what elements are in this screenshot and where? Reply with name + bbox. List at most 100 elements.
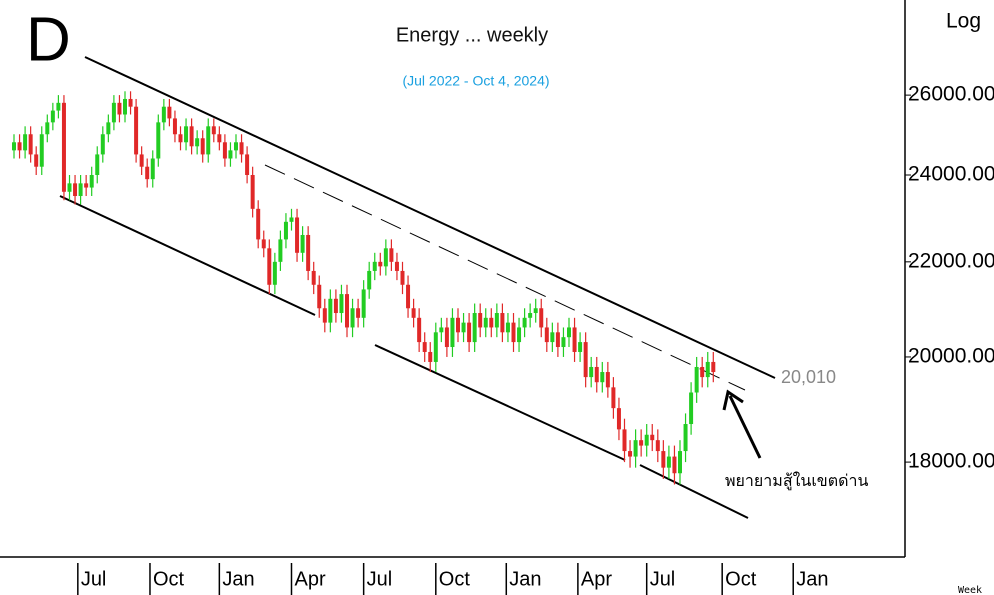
x-tick-label: Jul	[650, 568, 676, 590]
candle-body	[189, 126, 194, 147]
candle-body	[178, 134, 183, 143]
candle-body	[100, 134, 105, 155]
candle-body	[367, 270, 372, 290]
candle-body	[234, 142, 238, 151]
x-tick-label: Oct	[725, 568, 757, 590]
candle-body	[605, 372, 610, 388]
candle-body	[272, 261, 277, 285]
candle-body	[222, 142, 227, 159]
candle-body	[261, 239, 266, 249]
candle-body	[494, 313, 499, 328]
candle-body	[139, 154, 144, 167]
candle-body	[383, 248, 388, 267]
candle-body	[544, 327, 549, 343]
x-tick-label: Oct	[439, 568, 471, 590]
candle-body	[306, 234, 311, 271]
y-tick-label: 18000.00	[908, 450, 994, 473]
candle-body	[339, 294, 344, 314]
candle-body	[394, 261, 399, 271]
x-tick-label: Jan	[222, 568, 254, 590]
candle-body	[439, 327, 444, 333]
candle-body	[150, 158, 155, 180]
candle-body	[655, 440, 660, 452]
candle-body	[561, 337, 566, 348]
candle-body	[328, 298, 333, 323]
candle-body	[578, 342, 583, 352]
candle-body	[356, 308, 361, 318]
lower-channel	[59, 195, 316, 316]
candle-body	[572, 327, 577, 352]
candle-body	[639, 440, 644, 446]
upper-channel	[84, 56, 776, 379]
candle-body	[483, 317, 488, 328]
candle-body	[689, 392, 694, 425]
candle-body	[478, 313, 483, 328]
candle-body	[683, 424, 688, 452]
chart-title: Energy ... weekly	[396, 24, 548, 46]
candle-body	[295, 217, 300, 253]
x-tick-label: Apr	[581, 568, 612, 590]
candle-body	[500, 313, 505, 333]
candle-body	[117, 102, 122, 115]
candle-body	[39, 134, 44, 167]
candle-body	[239, 142, 244, 155]
candle-body	[156, 122, 161, 159]
candle-body	[128, 98, 133, 107]
candle-body	[666, 456, 671, 468]
candle-body	[333, 298, 338, 314]
trend-lines	[59, 56, 776, 519]
candle-body	[661, 451, 666, 468]
candle-body	[433, 332, 438, 362]
candle-body	[34, 154, 39, 167]
lower-channel	[374, 344, 626, 461]
x-tick-label: Jul	[81, 568, 107, 590]
candle-body	[84, 183, 89, 188]
candle-body	[211, 126, 216, 135]
y-tick-label: 26000.00	[908, 83, 994, 106]
candle-body	[505, 322, 510, 333]
candle-body	[700, 366, 705, 378]
x-tick-label: Apr	[295, 568, 326, 590]
candle-body	[705, 361, 710, 378]
candle-body	[23, 134, 28, 151]
x-tick-label: Jan	[509, 568, 541, 590]
candle-body	[622, 429, 627, 452]
candle-body	[417, 317, 422, 343]
arrow-head	[722, 389, 744, 411]
candle-body	[134, 106, 139, 155]
candle-body	[400, 270, 405, 285]
candle-body	[550, 332, 555, 343]
candle-body	[711, 361, 716, 373]
x-tick-label: Jan	[796, 568, 828, 590]
candle-body	[594, 366, 599, 383]
candle-body	[539, 308, 544, 328]
candle-body	[522, 317, 527, 328]
candle-body	[283, 221, 288, 240]
candle-body	[184, 126, 189, 143]
candle-body	[372, 261, 377, 271]
candle-body	[317, 284, 322, 309]
badge: D	[26, 5, 71, 74]
candle-body	[422, 342, 427, 352]
candle-body	[56, 102, 61, 111]
level-label: 20,010	[781, 367, 836, 387]
candle-body	[650, 434, 655, 441]
candle-body	[528, 313, 533, 318]
candle-body	[611, 387, 616, 409]
candle-body	[28, 134, 33, 155]
candle-body	[12, 142, 16, 151]
candle-body	[145, 166, 150, 180]
candle-body	[167, 106, 172, 119]
arrow-shaft	[728, 395, 762, 459]
candle-body	[511, 322, 516, 343]
candle-body	[345, 294, 349, 328]
y-tick-label: 22000.00	[908, 249, 994, 272]
candle-body	[450, 317, 455, 348]
candle-body	[106, 122, 111, 135]
scale-label: Log	[946, 10, 981, 33]
candle-body	[195, 138, 200, 147]
candle-body	[467, 322, 472, 343]
candle-body	[67, 183, 72, 192]
candle-body	[123, 98, 127, 115]
candle-body	[267, 248, 272, 285]
